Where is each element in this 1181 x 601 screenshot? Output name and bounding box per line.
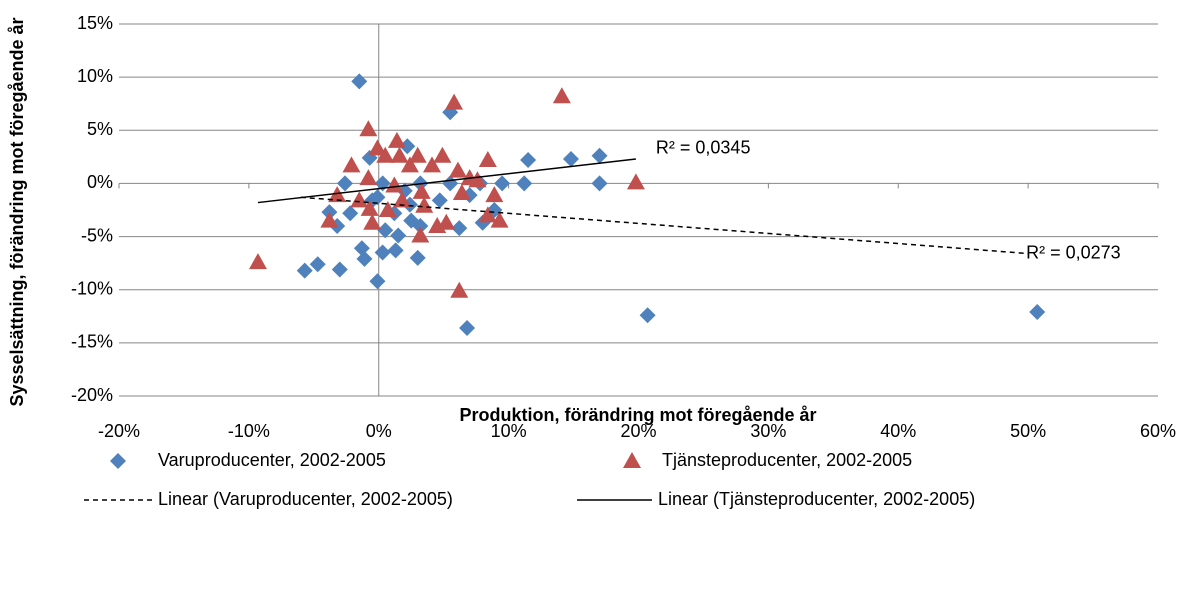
point — [626, 173, 645, 190]
y-tick-label: -20% — [71, 385, 113, 405]
point — [552, 87, 571, 104]
point — [387, 242, 404, 259]
point — [591, 175, 608, 192]
point — [400, 156, 419, 173]
point — [490, 211, 509, 228]
r2-label: R² = 0,0345 — [656, 138, 751, 158]
point — [331, 261, 348, 278]
x-axis-title: Produktion, förändring mot föregående år — [459, 405, 816, 425]
point — [368, 139, 387, 156]
point — [445, 93, 464, 110]
point — [351, 73, 368, 90]
legend-label: Varuproducenter, 2002-2005 — [158, 450, 386, 470]
point — [363, 213, 382, 230]
point — [442, 175, 459, 192]
point — [378, 201, 397, 217]
point — [408, 146, 427, 163]
y-tick-label: -5% — [81, 225, 113, 245]
point — [412, 217, 429, 234]
x-tick-label: 30% — [750, 421, 786, 441]
point — [336, 175, 353, 192]
x-tick-label: 40% — [880, 421, 916, 441]
point — [485, 186, 504, 203]
point — [412, 182, 431, 199]
point — [591, 147, 608, 164]
legend-label: Linear (Varuproducenter, 2002-2005) — [158, 489, 453, 509]
y-tick-label: 10% — [77, 66, 113, 86]
point — [296, 262, 313, 279]
point — [248, 253, 267, 270]
point — [516, 175, 533, 192]
point — [448, 161, 467, 178]
point — [369, 273, 386, 290]
y-tick-label: 0% — [87, 172, 113, 192]
point — [369, 189, 386, 206]
point — [1029, 304, 1046, 321]
point — [437, 213, 456, 230]
r2-label: R² = 0,0273 — [1026, 242, 1121, 262]
point — [320, 211, 339, 228]
trendline — [257, 158, 636, 204]
y-tick-label: 5% — [87, 119, 113, 139]
y-tick-label: -15% — [71, 332, 113, 352]
point — [342, 156, 361, 173]
point — [411, 226, 430, 243]
point — [393, 191, 412, 208]
point — [387, 131, 406, 148]
y-tick-label: -10% — [71, 278, 113, 298]
x-tick-label: 50% — [1010, 421, 1046, 441]
legend-label: Linear (Tjänsteproducenter, 2002-2005) — [658, 489, 975, 509]
point — [374, 244, 391, 261]
point — [639, 307, 656, 324]
point — [399, 138, 416, 155]
point — [562, 150, 579, 167]
point — [459, 319, 476, 336]
point — [376, 146, 395, 163]
point — [356, 250, 373, 267]
point — [452, 183, 471, 200]
point — [350, 191, 369, 208]
point — [468, 171, 487, 188]
point — [433, 146, 452, 163]
point — [409, 249, 426, 266]
x-tick-label: 0% — [366, 421, 392, 441]
point — [450, 281, 469, 298]
point — [342, 205, 359, 222]
legend-marker — [110, 453, 126, 469]
point — [451, 220, 468, 237]
point — [415, 196, 434, 213]
point — [422, 156, 441, 173]
point — [309, 256, 326, 273]
point — [494, 175, 511, 192]
point — [478, 206, 497, 223]
trendline — [300, 196, 1029, 255]
point — [353, 240, 370, 257]
point — [359, 169, 378, 186]
point — [431, 192, 448, 209]
legend-marker — [623, 452, 641, 468]
point — [385, 176, 404, 193]
x-tick-label: -10% — [228, 421, 270, 441]
y-axis-title: Sysselsättning, förändring mot föregåend… — [7, 17, 27, 406]
point — [359, 120, 378, 137]
point — [377, 222, 394, 239]
point — [360, 199, 379, 216]
legend-label: Tjänsteproducenter, 2002-2005 — [662, 450, 912, 470]
x-tick-label: -20% — [98, 421, 140, 441]
point — [520, 152, 537, 169]
x-tick-label: 20% — [620, 421, 656, 441]
point — [390, 146, 409, 163]
y-tick-label: 15% — [77, 13, 113, 33]
point — [478, 151, 497, 168]
x-tick-label: 60% — [1140, 421, 1176, 441]
point — [390, 227, 407, 244]
x-tick-label: 10% — [491, 421, 527, 441]
